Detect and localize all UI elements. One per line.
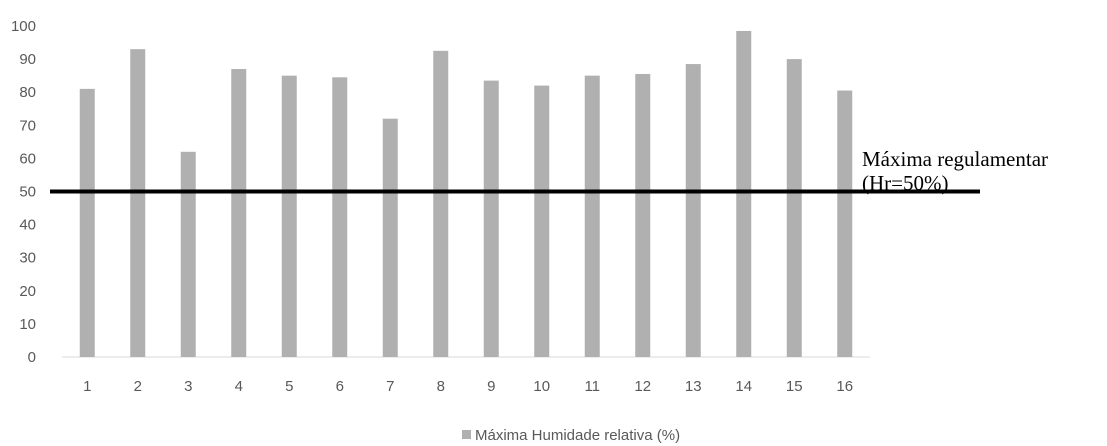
reference-line-label-line1: Máxima regulamentar bbox=[862, 147, 1048, 171]
legend-swatch bbox=[462, 430, 471, 439]
reference-line-label-line2: (Hr=50%) bbox=[862, 171, 948, 195]
x-tick-label: 15 bbox=[786, 378, 803, 395]
x-tick-label: 9 bbox=[487, 378, 495, 395]
bars-group bbox=[79, 30, 853, 358]
x-tick-label: 5 bbox=[285, 378, 293, 395]
bar-8 bbox=[433, 50, 449, 357]
x-tick-label: 8 bbox=[437, 378, 445, 395]
bar-7 bbox=[382, 118, 398, 358]
y-tick-label: 90 bbox=[19, 51, 36, 68]
bar-11 bbox=[584, 75, 600, 358]
y-tick-label: 60 bbox=[19, 150, 36, 167]
x-tick-label: 7 bbox=[386, 378, 394, 395]
y-tick-label: 20 bbox=[19, 283, 36, 300]
x-tick-label: 10 bbox=[533, 378, 550, 395]
x-tick-label: 12 bbox=[634, 378, 651, 395]
bar-9 bbox=[483, 80, 499, 358]
y-tick-label: 50 bbox=[19, 184, 36, 201]
x-tick-label: 6 bbox=[336, 378, 344, 395]
bar-14 bbox=[736, 30, 752, 358]
bar-2 bbox=[130, 49, 146, 358]
x-tick-label: 1 bbox=[83, 378, 91, 395]
x-tick-label: 11 bbox=[584, 378, 600, 395]
bar-12 bbox=[635, 73, 651, 358]
y-axis-ticks: 0 10 20 30 40 50 60 70 80 90 100 bbox=[11, 18, 36, 366]
bar-5 bbox=[281, 75, 297, 358]
legend: Máxima Humidade relativa (%) bbox=[462, 427, 680, 444]
bar-4 bbox=[231, 69, 247, 357]
y-tick-label: 70 bbox=[19, 117, 36, 134]
legend-label: Máxima Humidade relativa (%) bbox=[475, 427, 680, 444]
bar-15 bbox=[786, 59, 802, 357]
x-tick-label: 13 bbox=[685, 378, 702, 395]
x-axis-ticks: 1 2 3 4 5 6 7 8 9 10 11 12 13 14 15 16 bbox=[83, 378, 853, 395]
y-tick-label: 80 bbox=[19, 84, 36, 101]
bar-6 bbox=[332, 77, 348, 358]
y-tick-label: 100 bbox=[11, 18, 36, 35]
x-tick-label: 14 bbox=[735, 378, 752, 395]
y-tick-label: 0 bbox=[28, 349, 36, 366]
bar-10 bbox=[534, 85, 550, 357]
bar-13 bbox=[685, 64, 701, 357]
x-tick-label: 4 bbox=[235, 378, 243, 395]
x-tick-label: 16 bbox=[836, 378, 853, 395]
y-tick-label: 30 bbox=[19, 250, 36, 267]
bar-3 bbox=[180, 151, 196, 357]
y-tick-label: 10 bbox=[19, 316, 36, 333]
x-tick-label: 2 bbox=[134, 378, 142, 395]
y-tick-label: 40 bbox=[19, 217, 36, 234]
x-tick-label: 3 bbox=[184, 378, 192, 395]
bar-16 bbox=[837, 90, 853, 358]
bar-1 bbox=[79, 88, 95, 357]
